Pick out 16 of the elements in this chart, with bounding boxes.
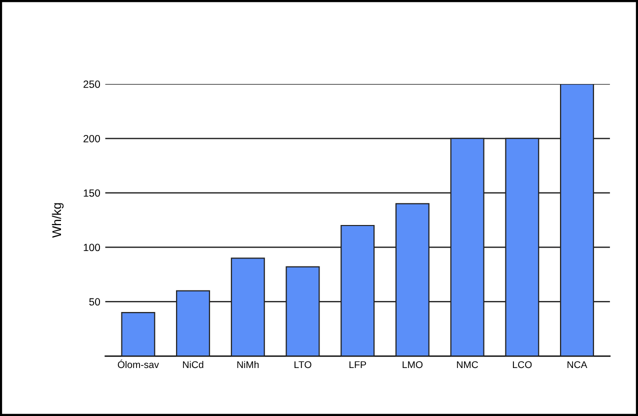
x-tick-label: NiCd [183, 360, 204, 368]
x-tick-label: LMO [402, 361, 423, 368]
x-tick-label: NMC [457, 361, 478, 368]
y-tick-label: 150 [84, 189, 100, 197]
x-tick-label: LCO [512, 361, 532, 368]
x-tick-label: Ólom-sav [118, 360, 159, 368]
x-tick-label: LTO [294, 361, 312, 368]
y-tick-label: 200 [84, 134, 100, 142]
x-tick-label: NiMh [237, 360, 259, 368]
bar [121, 312, 156, 356]
x-tick-label: LFP [349, 361, 366, 368]
y-tick-label: 250 [84, 80, 100, 88]
y-tick-label: 100 [84, 244, 100, 252]
y-axis-title: Wh/kg [52, 203, 64, 238]
y-tick-label: 50 [89, 298, 100, 306]
x-tick-label: NCA [568, 361, 588, 368]
